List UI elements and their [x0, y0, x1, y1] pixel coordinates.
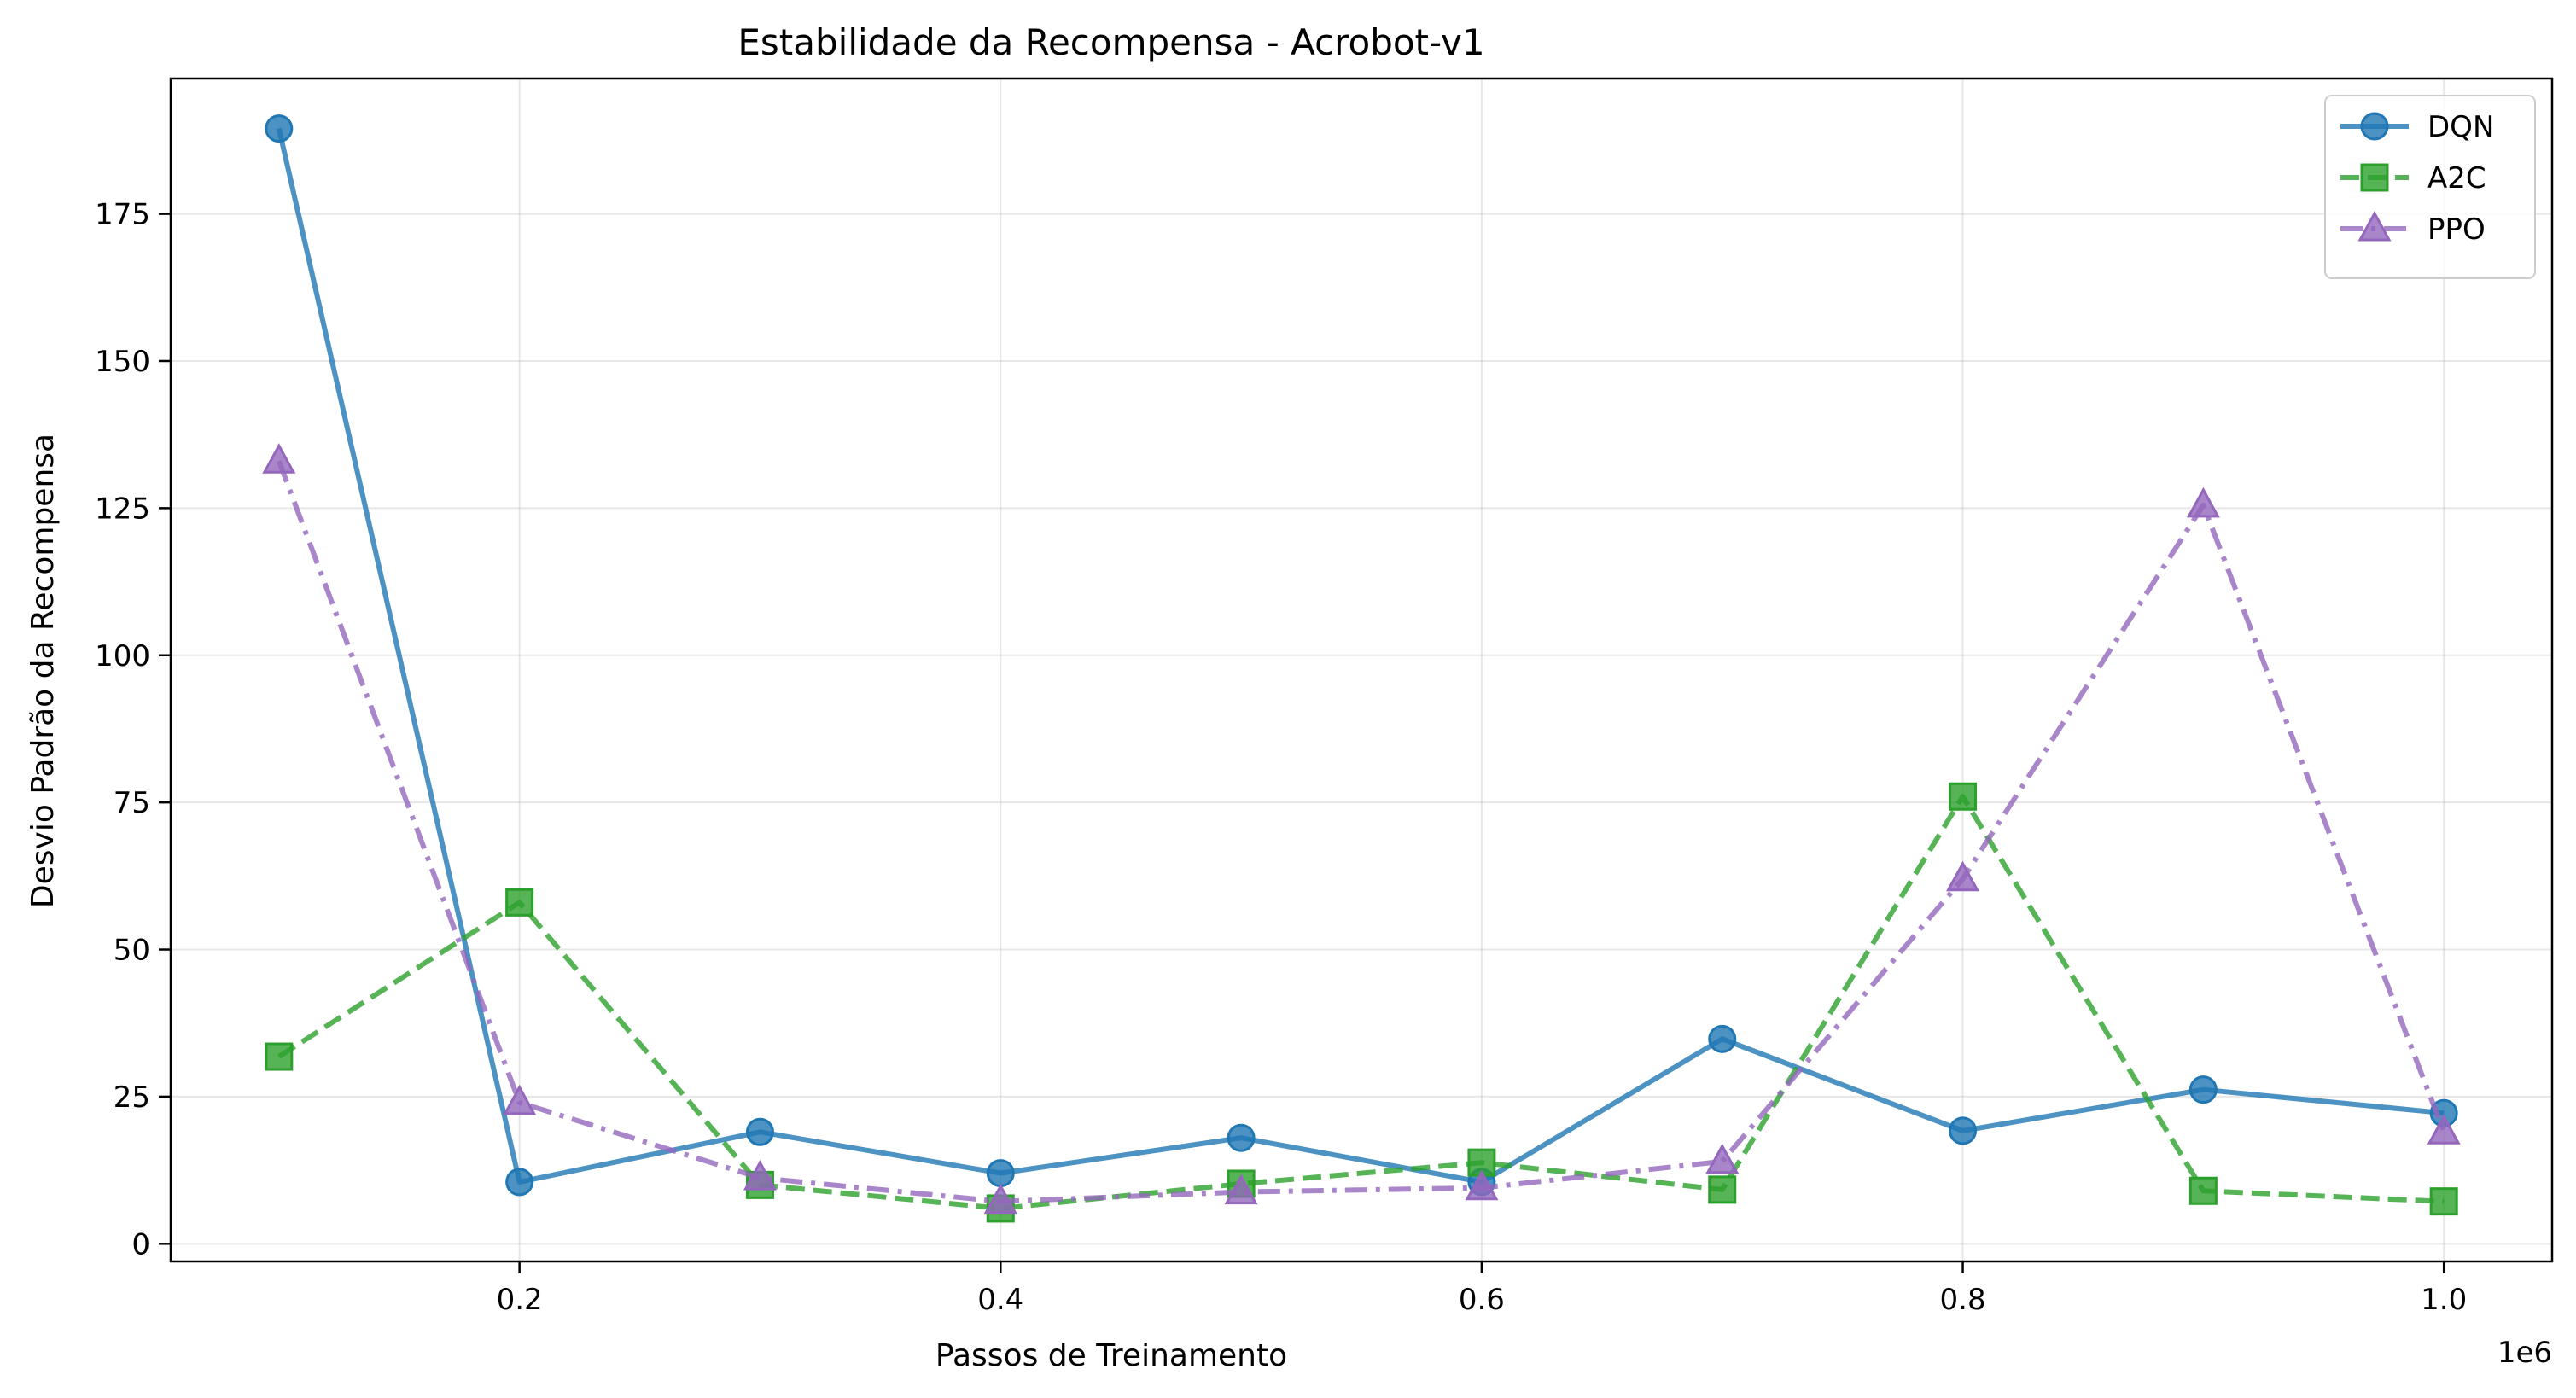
legend: DQN A2C PPO	[2324, 95, 2536, 279]
data-point-dqn	[986, 1159, 1015, 1188]
legend-label-a2c: A2C	[2427, 161, 2486, 195]
data-point-dqn	[1708, 1024, 1737, 1053]
data-point-ppo	[983, 1183, 1017, 1215]
data-point-dqn	[265, 114, 294, 143]
y-tick-label: 175	[95, 198, 150, 232]
y-tick-label: 75	[114, 786, 150, 820]
x-tick-label: 0.2	[497, 1283, 543, 1317]
x-axis-label: Passos de Treinamento	[935, 1338, 1287, 1373]
data-point-dqn	[505, 1168, 534, 1197]
legend-marker-ppo	[2357, 210, 2392, 242]
data-point-dqn	[2188, 1075, 2218, 1104]
legend-marker-dqn	[2360, 112, 2389, 141]
legend-marker-a2c	[2360, 163, 2389, 192]
data-point-dqn	[745, 1117, 774, 1146]
x-tick-label: 0.6	[1459, 1283, 1505, 1317]
data-point-ppo	[743, 1159, 777, 1191]
y-tick-label: 25	[114, 1081, 150, 1115]
series-line-ppo	[276, 460, 2447, 1204]
data-point-ppo	[1946, 860, 1980, 892]
data-point-dqn	[1227, 1123, 1256, 1152]
x-axis-offset-label: 1e6	[2497, 1336, 2552, 1370]
series-dqn	[265, 114, 2458, 1197]
data-point-a2c	[2429, 1187, 2458, 1216]
data-point-a2c	[505, 888, 534, 917]
data-point-ppo	[1705, 1143, 1740, 1174]
y-tick-label: 0	[131, 1227, 150, 1261]
series-line-dqn	[276, 127, 2445, 1185]
plot-frame	[169, 77, 2554, 1263]
legend-label-dqn: DQN	[2427, 110, 2494, 144]
chart-title: Estabilidade da Recompensa - Acrobot-v1	[737, 21, 1484, 63]
data-point-a2c	[2188, 1176, 2218, 1205]
legend-label-ppo: PPO	[2427, 213, 2486, 247]
data-point-ppo	[1465, 1169, 1499, 1201]
y-tick-label: 50	[114, 934, 150, 968]
data-point-dqn	[1949, 1116, 1978, 1145]
x-tick-label: 1.0	[2421, 1283, 2467, 1317]
x-tick-label: 0.4	[977, 1283, 1023, 1317]
ticks: 0.2 0.4 0.6 0.8 1.0 0 25 50 75 100 125 150 175	[95, 198, 2467, 1317]
data-point-a2c	[265, 1042, 294, 1071]
data-point-ppo	[2186, 486, 2220, 518]
y-tick-label: 125	[95, 492, 150, 526]
data-point-ppo	[262, 443, 296, 474]
data-point-ppo	[2427, 1114, 2461, 1145]
data-point-a2c	[1708, 1175, 1737, 1204]
data-point-ppo	[503, 1084, 537, 1115]
series-ppo	[262, 443, 2461, 1215]
data-point-a2c	[1949, 782, 1978, 811]
y-tick-label: 150	[95, 345, 150, 379]
series-line-a2c	[277, 794, 2445, 1211]
y-tick-label: 100	[95, 639, 150, 673]
series-layer	[262, 114, 2461, 1223]
data-point-ppo	[1224, 1174, 1258, 1205]
y-axis-label: Desvio Padrão da Recompensa	[26, 434, 61, 908]
x-tick-label: 0.8	[1940, 1283, 1986, 1317]
